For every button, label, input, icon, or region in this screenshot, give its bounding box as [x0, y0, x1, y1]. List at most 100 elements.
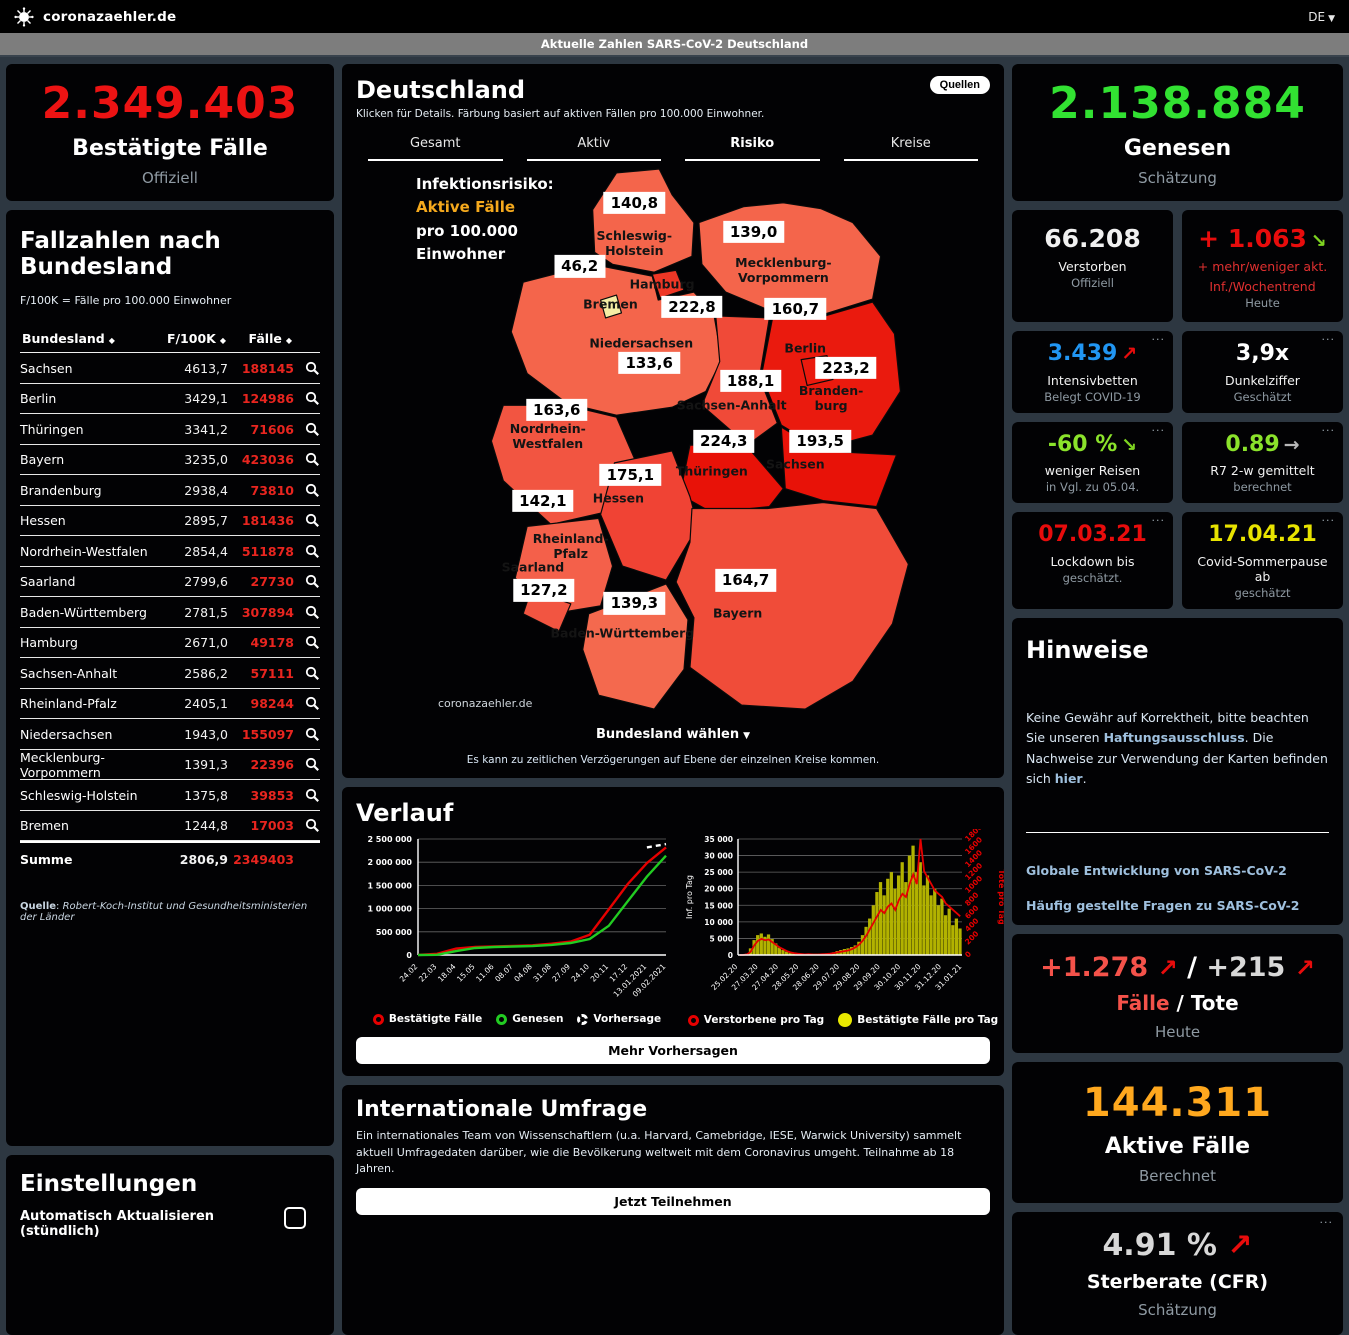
survey-text: Ein internationales Team von Wissenschaf…: [356, 1128, 990, 1178]
magnifier-icon[interactable]: [305, 727, 320, 742]
recovered-sublabel: Schätzung: [1022, 169, 1333, 187]
magnifier-icon[interactable]: [305, 666, 320, 681]
svg-text:0: 0: [728, 951, 733, 960]
cases-value: 49178: [228, 635, 294, 650]
magnifier-icon[interactable]: [305, 452, 320, 467]
magnifier-icon[interactable]: [305, 513, 320, 528]
magnifier-icon[interactable]: [305, 422, 320, 437]
arrow-up-right-icon: ↗: [1227, 1228, 1252, 1263]
tab-aktiv[interactable]: Aktiv: [527, 136, 662, 161]
cases-value: 511878: [228, 544, 294, 559]
magnifier-icon[interactable]: [305, 696, 320, 711]
sources-button[interactable]: Quellen: [930, 76, 990, 94]
magnifier-icon[interactable]: [305, 544, 320, 559]
legend-item: Bestätigte Fälle pro Tag: [838, 1013, 998, 1027]
map-state-schleswig-holstein[interactable]: [593, 169, 694, 272]
column-header-f100k[interactable]: F/100K◆: [164, 331, 226, 346]
hinweise-text: Keine Gewähr auf Korrektheit, bitte beac…: [1026, 708, 1329, 791]
map-state-mecklenburg-vorpommern[interactable]: [699, 203, 881, 314]
hinweise-link-1[interactable]: Häufig gestellte Fragen zu SARS-CoV-2: [1026, 898, 1329, 913]
tile-value: -60 %↘: [1018, 432, 1167, 458]
here-link[interactable]: hier: [1055, 771, 1083, 786]
svg-text:0: 0: [406, 951, 412, 960]
f100k-value: 4613,7: [166, 361, 228, 376]
svg-text:15 000: 15 000: [704, 901, 733, 910]
svg-text:25 000: 25 000: [704, 868, 733, 877]
magnifier-icon[interactable]: [305, 635, 320, 650]
map-state-thueringen[interactable]: [680, 445, 783, 513]
tile-menu-icon[interactable]: ···: [1322, 424, 1336, 437]
disclaimer-link[interactable]: Haftungsausschluss: [1104, 730, 1245, 745]
magnifier-icon[interactable]: [305, 391, 320, 406]
column-header-faelle[interactable]: Fälle◆: [226, 331, 292, 346]
map-state-niedersachsen[interactable]: [511, 264, 721, 415]
column-header-bundesland[interactable]: Bundesland◆: [22, 331, 164, 346]
tile-menu-icon[interactable]: ···: [1320, 1216, 1334, 1229]
participate-button[interactable]: Jetzt Teilnehmen: [356, 1188, 990, 1215]
state-name: Baden-Württemberg: [20, 605, 166, 620]
cases-value: 124986: [228, 391, 294, 406]
svg-text:18.04: 18.04: [436, 962, 458, 984]
magnifier-icon[interactable]: [305, 788, 320, 803]
magnifier-icon[interactable]: [305, 818, 320, 833]
map-state-berlin[interactable]: [801, 356, 833, 386]
magnifier-icon[interactable]: [305, 757, 320, 772]
tile-menu-icon[interactable]: ···: [1152, 514, 1166, 527]
cases-value: 423036: [228, 452, 294, 467]
state-select-dropdown[interactable]: Bundesland wählen▼: [356, 727, 990, 742]
tile-menu-icon[interactable]: ···: [1322, 514, 1336, 527]
magnifier-icon[interactable]: [305, 361, 320, 376]
tile-sublabel: geschätzt.: [1018, 571, 1167, 585]
tab-risiko[interactable]: Risiko: [685, 136, 820, 161]
f100k-value: 3341,2: [166, 422, 228, 437]
magnifier-icon[interactable]: [305, 483, 320, 498]
legend-ring-icon: [373, 1014, 384, 1025]
tile-sublabel: in Vgl. zu 05.04.: [1018, 480, 1167, 494]
hinweise-link-0[interactable]: Globale Entwicklung von SARS-CoV-2: [1026, 863, 1329, 878]
map-title: Deutschland: [356, 76, 764, 104]
state-table-note: F/100K = Fälle pro 100.000 Einwohner: [20, 294, 320, 307]
today-sublabel: Heute: [1026, 1023, 1329, 1041]
cases-value: 73810: [228, 483, 294, 498]
tab-gesamt[interactable]: Gesamt: [368, 136, 503, 161]
language-selector[interactable]: DE▼: [1308, 10, 1335, 24]
cfr-value: 4.91 % ↗: [1026, 1228, 1329, 1263]
magnifier-icon[interactable]: [305, 574, 320, 589]
auto-refresh-checkbox[interactable]: [284, 1207, 306, 1229]
more-forecasts-button[interactable]: Mehr Vorhersagen: [356, 1037, 990, 1064]
confirmed-cases-value: 2.349.403: [16, 80, 324, 128]
brand-logo[interactable]: coronazaehler.de: [14, 7, 176, 27]
tile-menu-icon[interactable]: ···: [1152, 424, 1166, 437]
magnifier-icon[interactable]: [305, 605, 320, 620]
main-layout: 2.349.403 Bestätigte Fälle Offiziell Fal…: [0, 57, 1349, 1162]
state-name: Mecklenburg-Vorpommern: [20, 750, 166, 780]
state-name: Hessen: [20, 513, 166, 528]
tile-menu-icon[interactable]: ···: [1322, 333, 1336, 346]
virus-icon: [14, 7, 34, 27]
tile-menu-icon[interactable]: ···: [1152, 333, 1166, 346]
map-state-bayern[interactable]: [676, 503, 908, 710]
tab-kreise[interactable]: Kreise: [844, 136, 979, 161]
sort-icon[interactable]: ◆: [109, 336, 115, 345]
